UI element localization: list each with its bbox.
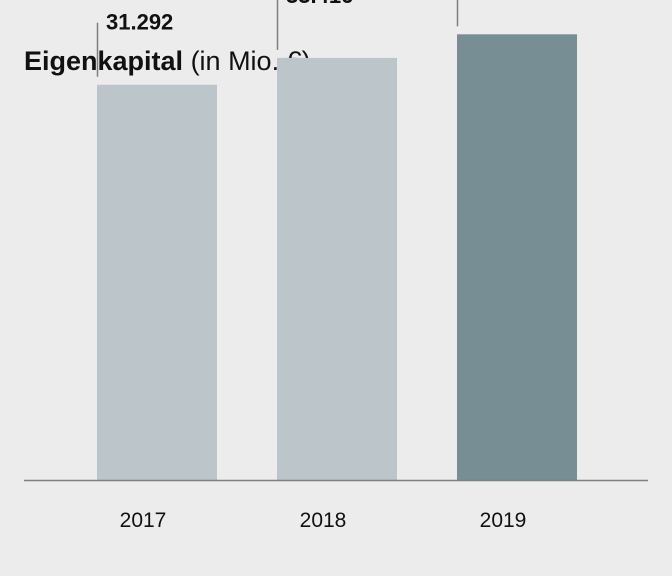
data-label-2018: 33.4161 <box>286 0 360 8</box>
bar-2019 <box>457 34 577 480</box>
bars-group: 31.29233.416135.284 <box>96 0 577 480</box>
x-tick-2018: 2018 <box>300 509 347 532</box>
chart-title-text: Eigenkapital <box>24 46 184 76</box>
x-tick-2019: 2019 <box>480 509 527 532</box>
bar-2018 <box>277 57 397 480</box>
bar-2017 <box>97 84 217 480</box>
x-tick-2017: 2017 <box>120 509 167 532</box>
data-label-2017: 31.292 <box>106 10 173 35</box>
x-tick-labels: 2017 2018 2019 <box>120 509 527 532</box>
